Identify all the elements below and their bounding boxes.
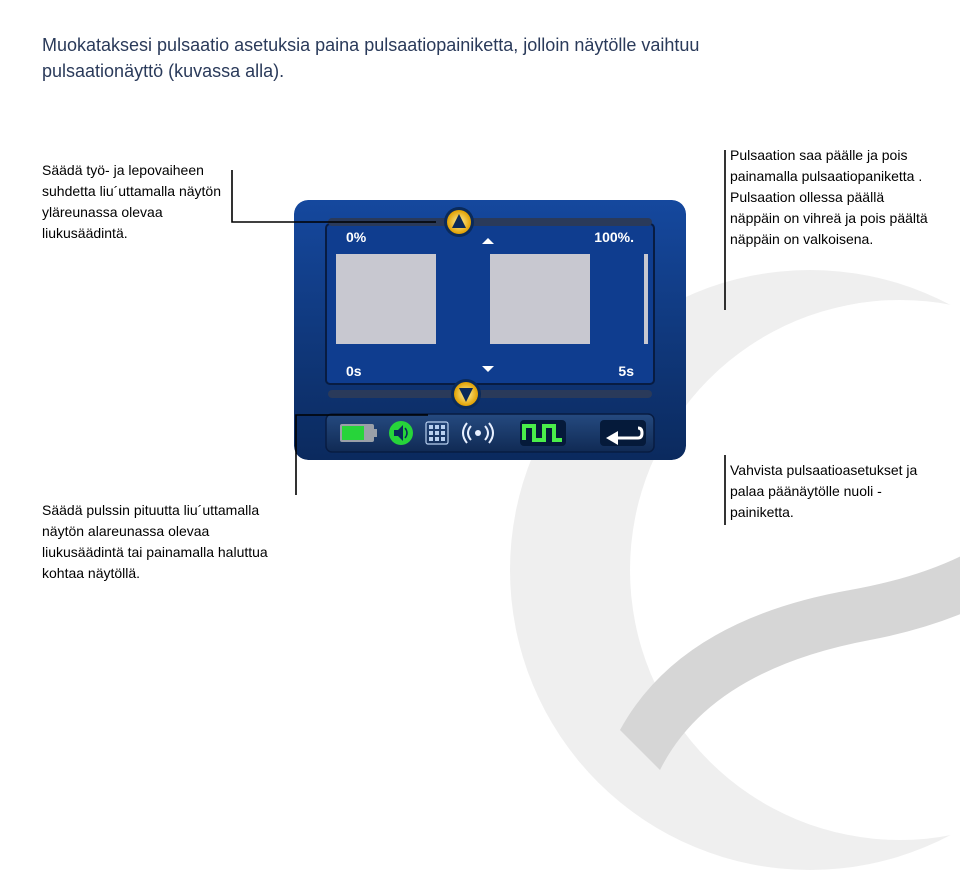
annotation-confirm-back: Vahvista pulsaatioasetukset ja palaa pää… [730,460,930,523]
pulse-length-groove[interactable] [328,390,652,398]
keypad-icon[interactable] [426,422,448,444]
annotation-pulsation-toggle: Pulsaation saa päälle ja pois painamalla… [730,145,930,250]
battery-icon [340,424,377,442]
time-max-label: 5s [618,363,634,379]
percent-min-label: 0% [346,229,367,245]
duty-cycle-knob[interactable] [444,207,474,237]
pulse-bar [336,254,436,344]
speaker-icon[interactable] [389,421,413,445]
back-arrow-icon[interactable] [600,420,646,446]
pulse-bar [490,254,590,344]
annotation-duty-cycle-slider: Säädä työ- ja lepovaiheen suhdetta liu´u… [42,160,227,244]
page-heading: Muokataksesi pulsaatio asetuksia paina p… [42,32,762,84]
pulse-bar [644,254,648,344]
pulsation-icon[interactable] [520,420,566,446]
annotation-pulse-length-slider: Säädä pulssin pituutta liu´uttamalla näy… [42,500,292,584]
device-screenshot: 0% 100%. 0s 5s [294,200,686,460]
pulse-length-knob[interactable] [451,379,481,409]
percent-max-label: 100%. [594,229,634,245]
duty-cycle-groove[interactable] [328,218,652,226]
time-min-label: 0s [346,363,362,379]
